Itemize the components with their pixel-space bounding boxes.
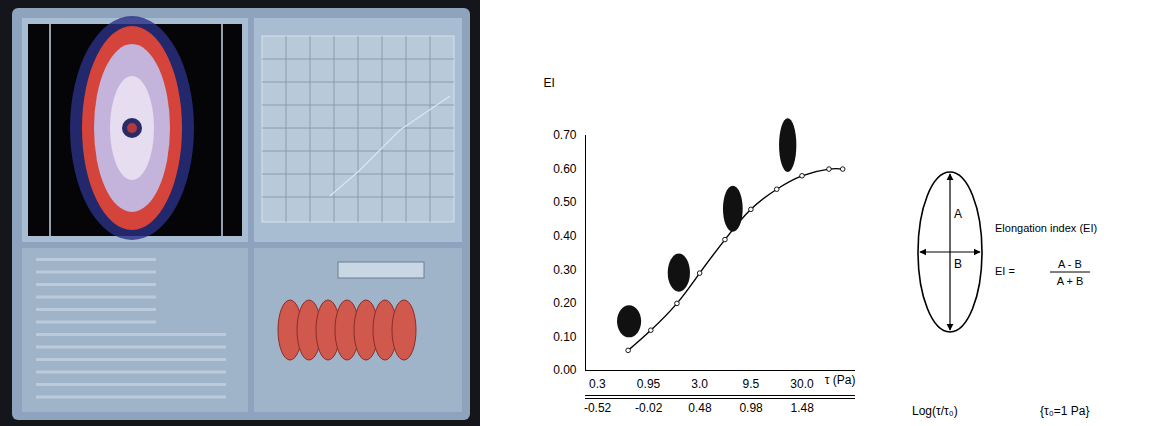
svg-text:1.48: 1.48 [791,401,815,415]
svg-text:-0.52: -0.52 [584,401,612,415]
svg-text:0.60: 0.60 [553,162,577,176]
svg-text:0.50: 0.50 [553,195,577,209]
svg-text:0.00: 0.00 [553,363,577,377]
svg-text:τ (Pa): τ (Pa) [825,373,856,387]
svg-text:-0.02: -0.02 [635,401,663,415]
svg-text:0.70: 0.70 [553,128,577,142]
svg-text:9.5: 9.5 [743,377,760,391]
svg-text:0.98: 0.98 [739,401,763,415]
svg-text:0.40: 0.40 [553,229,577,243]
svg-text:A + B: A + B [1057,275,1084,287]
svg-text:0.95: 0.95 [637,377,661,391]
svg-text:0.20: 0.20 [553,296,577,310]
svg-text:EI =: EI = [995,265,1015,277]
svg-text:0.3: 0.3 [589,377,606,391]
svg-text:30.0: 30.0 [790,377,814,391]
svg-text:B: B [954,257,962,271]
svg-text:A: A [954,207,962,221]
svg-text:EI: EI [544,76,555,90]
svg-text:{τ₀=1 Pa}: {τ₀=1 Pa} [1040,404,1089,418]
svg-text:3.0: 3.0 [691,377,708,391]
svg-text:Log(τ/τ₀): Log(τ/τ₀) [912,404,958,418]
svg-text:0.30: 0.30 [553,263,577,277]
svg-text:0.10: 0.10 [553,330,577,344]
svg-text:Elongation index (EI): Elongation index (EI) [995,222,1097,234]
svg-text:A - B: A - B [1058,258,1082,270]
svg-text:0.48: 0.48 [688,401,712,415]
